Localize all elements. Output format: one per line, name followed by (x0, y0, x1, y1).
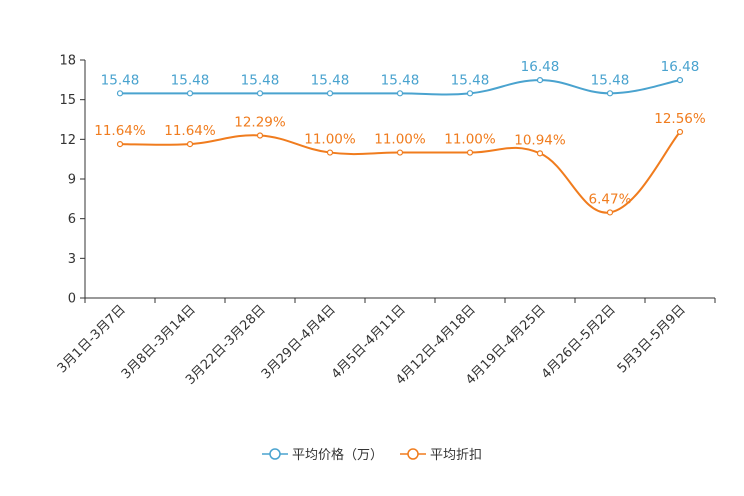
series-avg-price: 15.48 15.48 15.48 15.48 15.48 15.48 16.48 15.48… (101, 59, 700, 97)
data-label: 15.48 (591, 72, 630, 88)
legend-circle-icon (269, 448, 281, 460)
data-label: 16.48 (521, 59, 560, 75)
data-point[interactable] (256, 90, 264, 97)
legend-item-avg-discount[interactable]: 平均折扣 (400, 448, 482, 463)
data-point[interactable] (186, 140, 194, 148)
x-category-label: 4月5日-4月11日 (329, 302, 409, 382)
data-label: 6.47% (589, 191, 632, 207)
data-label: 11.00% (374, 132, 426, 148)
y-tick-label: 18 (59, 54, 76, 69)
x-category-label: 5月3日-5月9日 (615, 302, 689, 376)
series-line (119, 131, 681, 214)
series-layer: 15.48 15.48 15.48 15.48 15.48 15.48 16.48 15.48… (94, 59, 706, 216)
data-point[interactable] (326, 149, 334, 156)
legend-label: 平均价格（万） (292, 447, 383, 463)
data-point[interactable] (186, 90, 194, 97)
y-tick-label: 15 (59, 93, 76, 108)
legend: 平均价格（万） 平均折扣 (262, 447, 482, 463)
y-tick-label: 3 (68, 252, 76, 267)
data-label: 15.48 (101, 72, 140, 88)
x-category-label: 3月8日-3月14日 (119, 302, 199, 382)
data-point[interactable] (466, 149, 474, 156)
series-avg-discount: 11.64% 11.64% 12.29% 11.00% 11.00% 11.00% 10.9… (94, 111, 706, 216)
legend-circle-icon (407, 448, 419, 460)
y-tick-label: 9 (68, 173, 76, 188)
data-point[interactable] (466, 90, 474, 97)
data-label: 11.64% (94, 123, 146, 139)
x-category-label: 3月29日-4月4日 (259, 302, 339, 382)
data-label: 11.64% (164, 123, 216, 139)
data-label: 10.94% (514, 132, 566, 148)
data-label: 11.00% (444, 132, 496, 148)
data-point[interactable] (606, 90, 614, 97)
data-label: 15.48 (171, 72, 210, 88)
data-point[interactable] (606, 209, 614, 216)
data-label: 12.56% (654, 111, 706, 127)
legend-label: 平均折扣 (430, 448, 482, 463)
data-point[interactable] (116, 90, 124, 97)
data-label: 15.48 (451, 72, 490, 88)
y-tick-label: 0 (68, 292, 76, 307)
data-point[interactable] (326, 90, 334, 97)
data-label: 15.48 (241, 72, 280, 88)
x-axis: 3月1日-3月7日3月8日-3月14日3月22日-3月28日3月29日-4月4日… (55, 297, 716, 388)
data-label: 15.48 (311, 72, 350, 88)
data-point[interactable] (396, 90, 404, 97)
data-point[interactable] (256, 132, 264, 139)
data-point[interactable] (116, 140, 124, 148)
y-tick-label: 6 (68, 212, 76, 227)
data-point[interactable] (676, 128, 684, 136)
data-label: 16.48 (661, 59, 700, 75)
data-point[interactable] (676, 76, 684, 84)
x-category-label: 4月26日-5月2日 (539, 302, 619, 382)
y-axis: 0 3 6 9 12 15 18 (59, 54, 86, 307)
y-tick-label: 12 (59, 133, 76, 148)
data-point[interactable] (536, 150, 544, 157)
data-label: 15.48 (381, 72, 420, 88)
data-label: 12.29% (234, 114, 286, 130)
data-label: 11.00% (304, 132, 356, 148)
legend-item-avg-price[interactable]: 平均价格（万） (262, 447, 383, 463)
data-point[interactable] (536, 76, 544, 84)
x-category-label: 3月1日-3月7日 (55, 302, 129, 376)
data-point[interactable] (396, 149, 404, 156)
